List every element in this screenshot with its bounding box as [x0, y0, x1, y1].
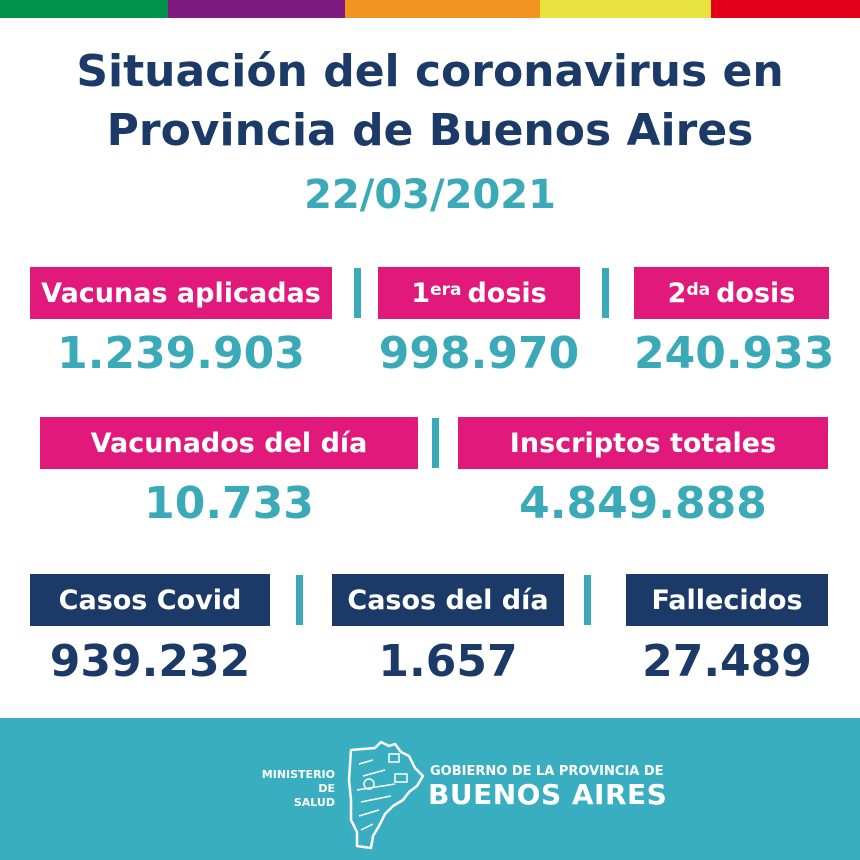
stripe-red — [711, 0, 860, 18]
value-vacunados-del-dia: 10.733 — [144, 478, 314, 529]
label-casos-covid: Casos Covid — [30, 574, 270, 626]
label-word: dosis — [467, 277, 547, 309]
color-stripe — [0, 0, 860, 18]
value-casos-del-dia: 1.657 — [378, 636, 518, 687]
label-fallecidos: Fallecidos — [626, 574, 828, 626]
label-num: 2 — [667, 277, 687, 309]
value-inscriptos-totales: 4.849.888 — [519, 478, 767, 529]
government-line-2: BUENOS AIRES — [428, 778, 668, 811]
label-segunda-dosis: 2 da dosis — [634, 267, 829, 319]
value-vacunas-aplicadas: 1.239.903 — [57, 328, 305, 379]
value-casos-covid: 939.232 — [49, 636, 251, 687]
ministry-name: MINISTERIO DE SALUD — [250, 768, 335, 810]
divider — [602, 268, 609, 318]
divider — [584, 575, 591, 625]
divider — [432, 418, 439, 468]
divider — [296, 575, 303, 625]
province-map-icon — [347, 740, 425, 850]
label-word: dosis — [716, 277, 796, 309]
stripe-yellow — [540, 0, 711, 18]
value-fallecidos: 27.489 — [642, 636, 812, 687]
stripe-orange — [345, 0, 540, 18]
stripe-green — [0, 0, 168, 18]
footer: MINISTERIO DE SALUD GOBIERNO DE LA PROVI… — [0, 718, 860, 860]
divider — [354, 268, 361, 318]
ministry-line-1: MINISTERIO DE — [261, 768, 335, 795]
label-sup: era — [430, 280, 462, 300]
label-primera-dosis: 1 era dosis — [378, 267, 580, 319]
value-primera-dosis: 998.970 — [378, 328, 580, 379]
government-line-1: GOBIERNO DE LA PROVINCIA DE — [430, 764, 664, 779]
label-num: 1 — [411, 277, 431, 309]
ministry-line-2: SALUD — [293, 796, 335, 809]
label-casos-del-dia: Casos del día — [332, 574, 564, 626]
report-date: 22/03/2021 — [304, 172, 556, 218]
title-line-2: Provincia de Buenos Aires — [106, 105, 754, 156]
value-segunda-dosis: 240.933 — [634, 328, 835, 379]
label-vacunas-aplicadas: Vacunas aplicadas — [30, 267, 332, 319]
stripe-purple — [168, 0, 345, 18]
label-inscriptos-totales: Inscriptos totales — [458, 417, 828, 469]
title-line-1: Situación del coronavirus en — [76, 46, 784, 97]
label-sup: da — [686, 280, 711, 300]
label-vacunados-del-dia: Vacunados del día — [40, 417, 418, 469]
